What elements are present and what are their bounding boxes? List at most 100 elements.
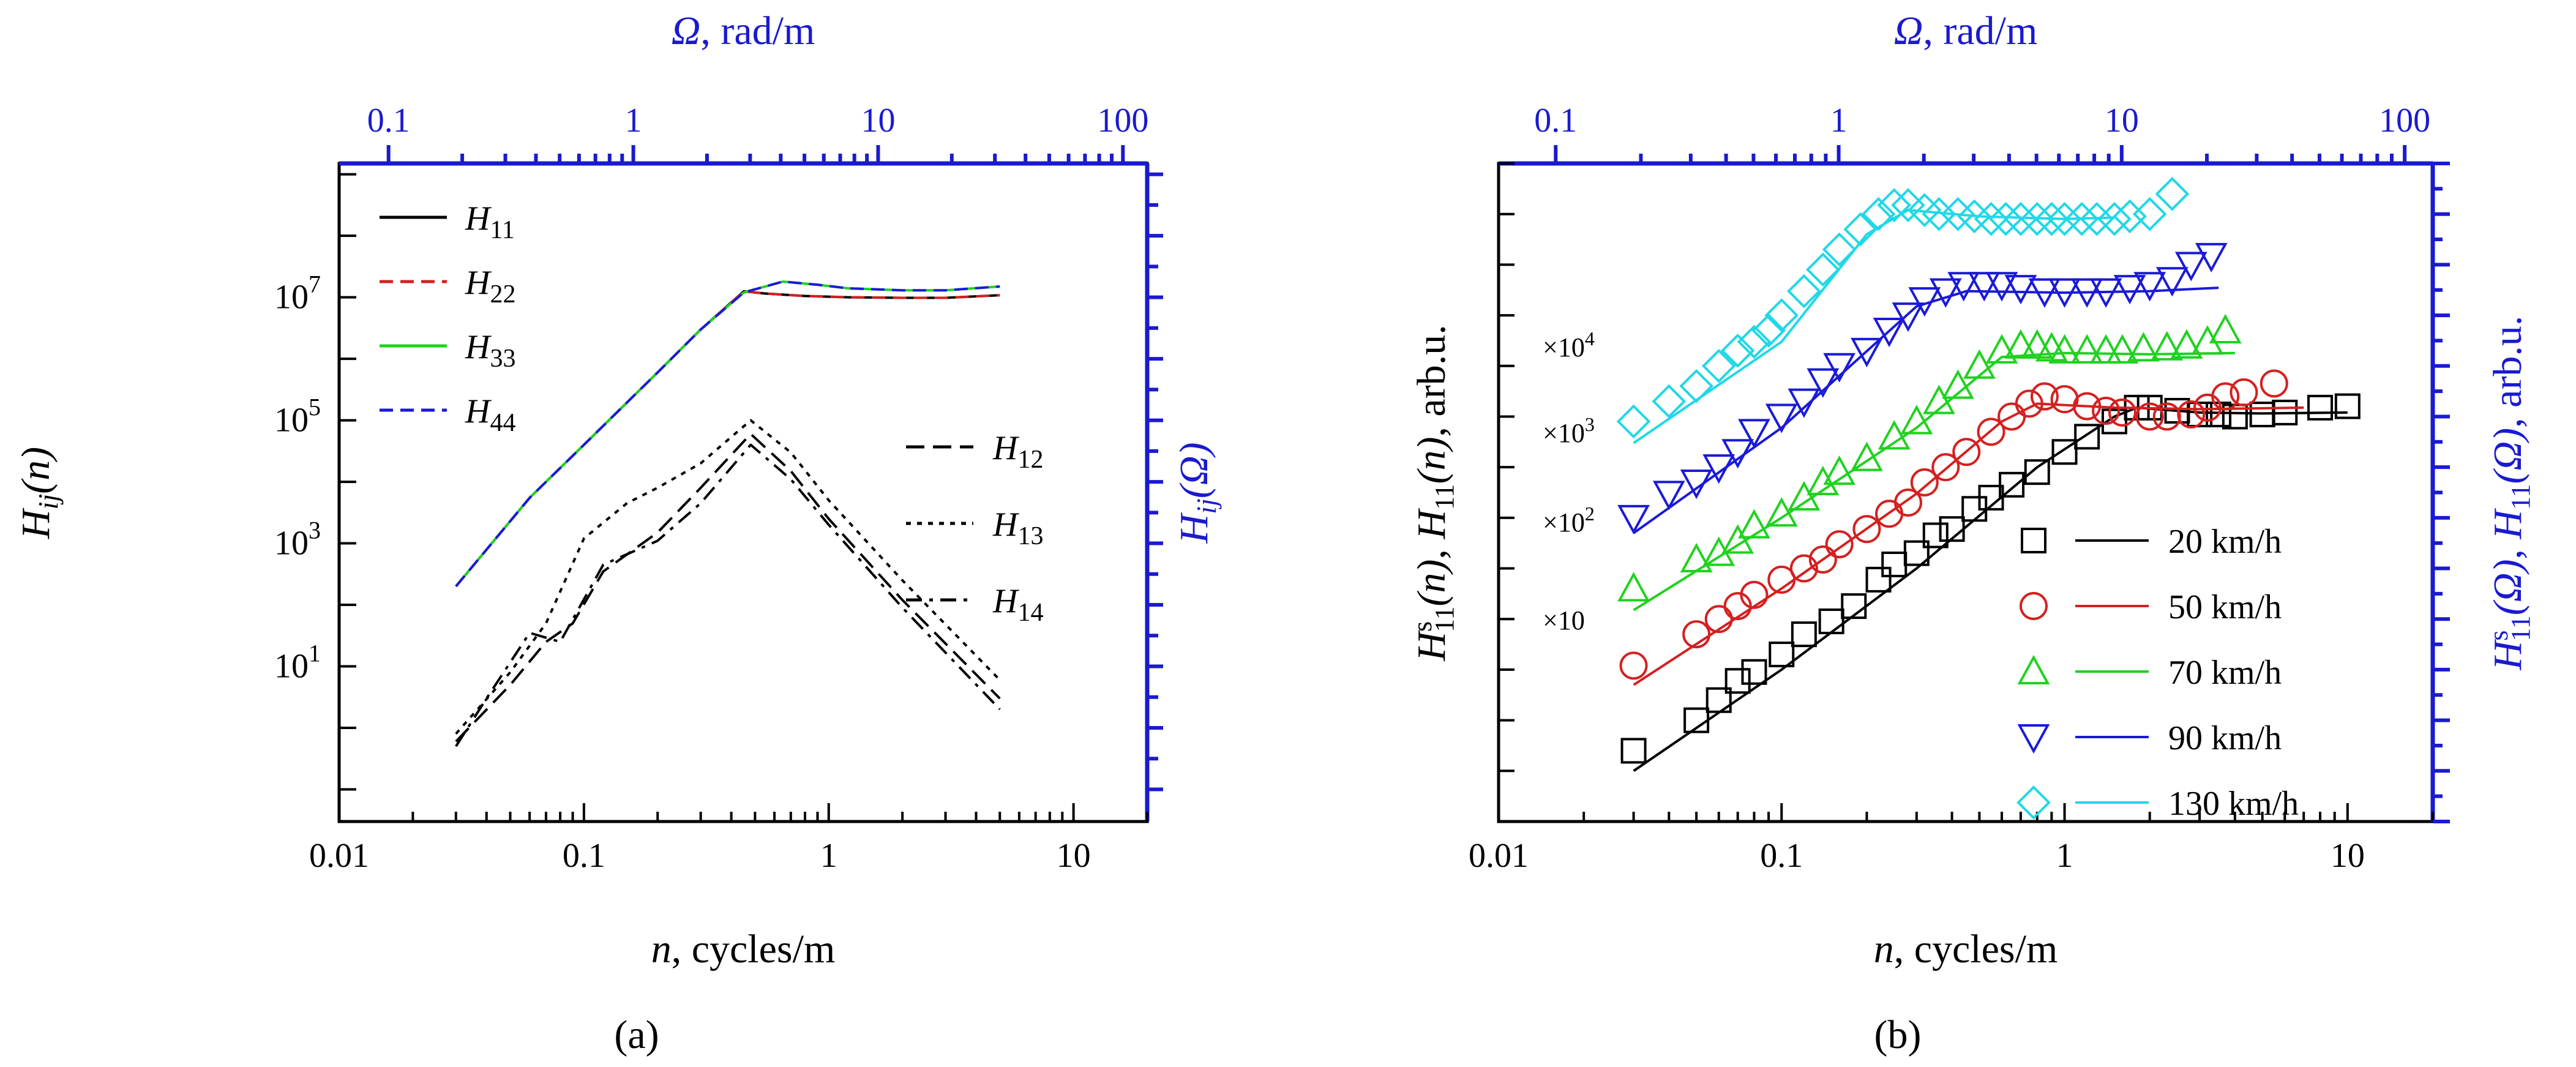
marker-130-km-h (2034, 201, 2069, 236)
marker-90-km-h (1738, 419, 1770, 449)
marker-50-km-h (2135, 402, 2164, 431)
scale-factor-label: ×104 (1543, 328, 1595, 362)
marker-50-km-h (2211, 382, 2240, 411)
marker-130-km-h (1877, 188, 1912, 222)
marker-90-km-h (1823, 353, 1856, 383)
marker-90-km-h (1788, 388, 1821, 418)
marker-90-km-h (2048, 278, 2081, 308)
legend-label-h14: H14 (992, 582, 1043, 627)
marker-70-km-h (2170, 329, 2203, 359)
panel-b-xtick-label: 1 (2056, 837, 2073, 875)
legend-label-70-km-h: 70 km/h (2168, 654, 2282, 692)
marker-50-km-h (1825, 530, 1854, 559)
panel-b: 0.01 0.1 1 10 0.1 1 10 100 ×10 ×102 ×103 ×104 20 k… (1407, 9, 2536, 972)
legend-label-h33: H33 (465, 328, 515, 373)
panel-a-ticks: 0.01 0.1 1 10 0.1 1 10 100 101 103 105 107 (274, 102, 1163, 875)
panel-a-ytick-label: 105 (274, 394, 321, 440)
marker-90-km-h (2004, 275, 2037, 305)
marker-70-km-h (1807, 465, 1840, 496)
marker-90-km-h (2133, 272, 2166, 302)
marker-50-km-h (2030, 382, 2059, 411)
marker-legend-20-km-h (2021, 528, 2046, 553)
marker-50-km-h (1789, 554, 1818, 583)
marker-20-km-h (1881, 551, 1908, 577)
marker-50-km-h (2015, 389, 2043, 418)
marker-90-km-h (1873, 317, 1906, 348)
panel-a-ytick-label: 101 (274, 640, 321, 686)
marker-130-km-h (2064, 201, 2099, 236)
marker-20-km-h (1724, 668, 1751, 694)
marker-legend-130-km-h (2016, 785, 2051, 820)
marker-70-km-h (1923, 384, 1955, 414)
series-line-h14 (455, 443, 1001, 747)
series-line-h44 (455, 280, 1000, 588)
marker-130-km-h (2080, 201, 2114, 236)
marker-90-km-h (2089, 278, 2122, 308)
marker-20-km-h (1999, 471, 2025, 498)
fit-line-70-km-h (1633, 351, 2235, 612)
marker-130-km-h (1701, 348, 1736, 383)
marker-130-km-h (2155, 176, 2190, 211)
marker-90-km-h (1892, 302, 1925, 332)
marker-90-km-h (1807, 368, 1840, 398)
marker-20-km-h (1922, 522, 1949, 548)
panel-b-ticks: 0.01 0.1 1 10 0.1 1 10 100 (1469, 102, 2450, 875)
marker-70-km-h (1963, 349, 1996, 379)
marker-50-km-h (1704, 605, 1733, 634)
panel-b-series (1616, 176, 2361, 772)
marker-90-km-h (1968, 272, 2001, 302)
marker-70-km-h (2151, 331, 2184, 361)
marker-70-km-h (1878, 420, 1911, 450)
legend-label-h13: H13 (992, 506, 1043, 550)
legend-label-50-km-h: 50 km/h (2168, 588, 2282, 626)
panel-b-xtick-label: 0.1 (1760, 837, 1803, 875)
marker-50-km-h (1852, 515, 1881, 544)
marker-70-km-h (2021, 329, 2054, 359)
marker-50-km-h (1910, 468, 1939, 497)
marker-130-km-h (1679, 369, 1713, 403)
marker-130-km-h (2132, 197, 2167, 231)
marker-50-km-h (1740, 580, 1769, 609)
marker-50-km-h (2092, 397, 2121, 425)
marker-70-km-h (1721, 524, 1754, 554)
marker-130-km-h (1806, 252, 1840, 287)
panel-a-xtick-label: 0.01 (309, 837, 369, 875)
marker-90-km-h (1908, 287, 1941, 317)
panel-b-x-axis-label: n, cycles/m (1874, 927, 2058, 972)
marker-70-km-h (1617, 572, 1650, 602)
marker-90-km-h (1947, 272, 1980, 302)
marker-130-km-h (2020, 201, 2054, 236)
marker-130-km-h (2004, 201, 2038, 236)
panel-a-plot-frame (337, 162, 1149, 823)
series-line-h13 (455, 419, 1001, 735)
marker-90-km-h (1680, 470, 1713, 500)
fit-line-20-km-h (1633, 406, 2348, 772)
marker-130-km-h (1843, 212, 1878, 247)
marker-70-km-h (1900, 405, 1933, 435)
marker-130-km-h (2113, 199, 2147, 234)
marker-90-km-h (2195, 242, 2228, 272)
series-line-h12 (455, 432, 1001, 743)
marker-50-km-h (1893, 488, 1922, 517)
marker-50-km-h (2108, 398, 2136, 427)
marker-50-km-h (2177, 400, 2206, 429)
legend-label-h44: H44 (465, 392, 515, 437)
marker-70-km-h (1738, 509, 1770, 539)
marker-90-km-h (1765, 403, 1798, 433)
panel-b-top-axis-label: Ω, rad/m (1894, 9, 2038, 53)
marker-20-km-h (2024, 459, 2050, 485)
marker-130-km-h (1720, 334, 1755, 368)
marker-20-km-h (2334, 393, 2361, 419)
marker-90-km-h (1929, 278, 1962, 308)
marker-50-km-h (1977, 417, 2005, 446)
series-line-h33 (455, 280, 1000, 588)
panel-b-xtick-label: 10 (2331, 837, 2365, 875)
panel-a-xtick-label: 10 (1057, 837, 1091, 875)
marker-20-km-h (1818, 608, 1844, 635)
panel-b-top-tick-label: 100 (2379, 102, 2430, 140)
panel-b-top-tick-label: 1 (1830, 102, 1848, 140)
caption-a: (a) (614, 1013, 659, 1057)
marker-50-km-h (2260, 369, 2288, 398)
panel-a-xtick-label: 0.1 (563, 837, 605, 875)
marker-20-km-h (1865, 566, 1892, 593)
